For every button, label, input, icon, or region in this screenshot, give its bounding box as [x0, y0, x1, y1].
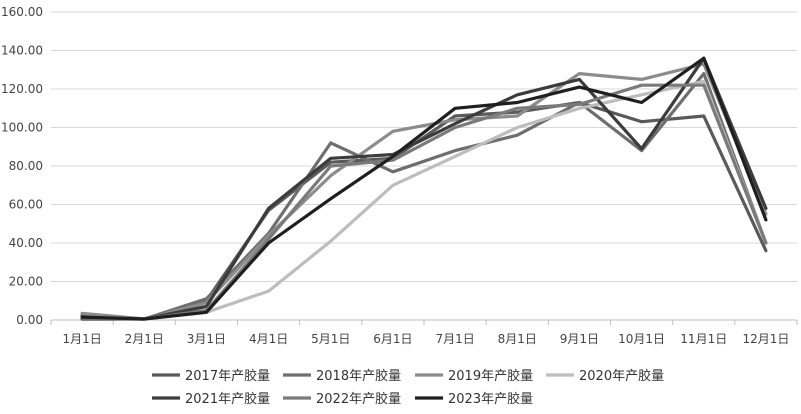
x-tick-label: 1月1日 — [62, 332, 101, 346]
x-tick-label: 2月1日 — [125, 332, 164, 346]
series-line-2023年产胶量 — [80, 56, 768, 321]
y-tick-label: 160.00 — [1, 5, 43, 19]
y-tick-label: 120.00 — [1, 82, 43, 96]
legend-entry: 2020年产胶量 — [579, 368, 664, 384]
legend-entry: 2019年产胶量 — [448, 368, 533, 384]
series-line-2019年产胶量 — [80, 62, 768, 321]
y-tick-label: 80.00 — [9, 159, 43, 173]
series-line-2017年产胶量 — [80, 100, 768, 321]
x-tick-label: 6月1日 — [373, 332, 412, 346]
legend-entry: 2018年产胶量 — [316, 368, 401, 384]
legend-entry: 2021年产胶量 — [185, 391, 270, 407]
legend-entry: 2022年产胶量 — [316, 391, 401, 407]
y-tick-label: 20.00 — [9, 275, 43, 289]
y-tick-label: 140.00 — [1, 44, 43, 58]
y-tick-label: 40.00 — [9, 236, 43, 250]
x-tick-label: 4月1日 — [249, 332, 288, 346]
x-tick-label: 3月1日 — [187, 332, 226, 346]
legend-entry: 2017年产胶量 — [185, 368, 270, 384]
x-tick-label: 10月1日 — [618, 332, 665, 346]
x-tick-label: 9月1日 — [560, 332, 599, 346]
x-tick-label: 8月1日 — [498, 332, 537, 346]
y-tick-label: 60.00 — [9, 198, 43, 212]
x-tick-label: 11月1日 — [680, 332, 727, 346]
x-tick-label: 5月1日 — [311, 332, 350, 346]
series-line-2018年产胶量 — [80, 71, 768, 321]
y-tick-label: 0.00 — [16, 313, 43, 327]
x-tick-label: 12月1日 — [742, 332, 789, 346]
legend-entry: 2023年产胶量 — [448, 391, 533, 407]
x-tick-label: 7月1日 — [435, 332, 474, 346]
y-tick-label: 100.00 — [1, 121, 43, 135]
series-line-2021年产胶量 — [80, 56, 768, 321]
